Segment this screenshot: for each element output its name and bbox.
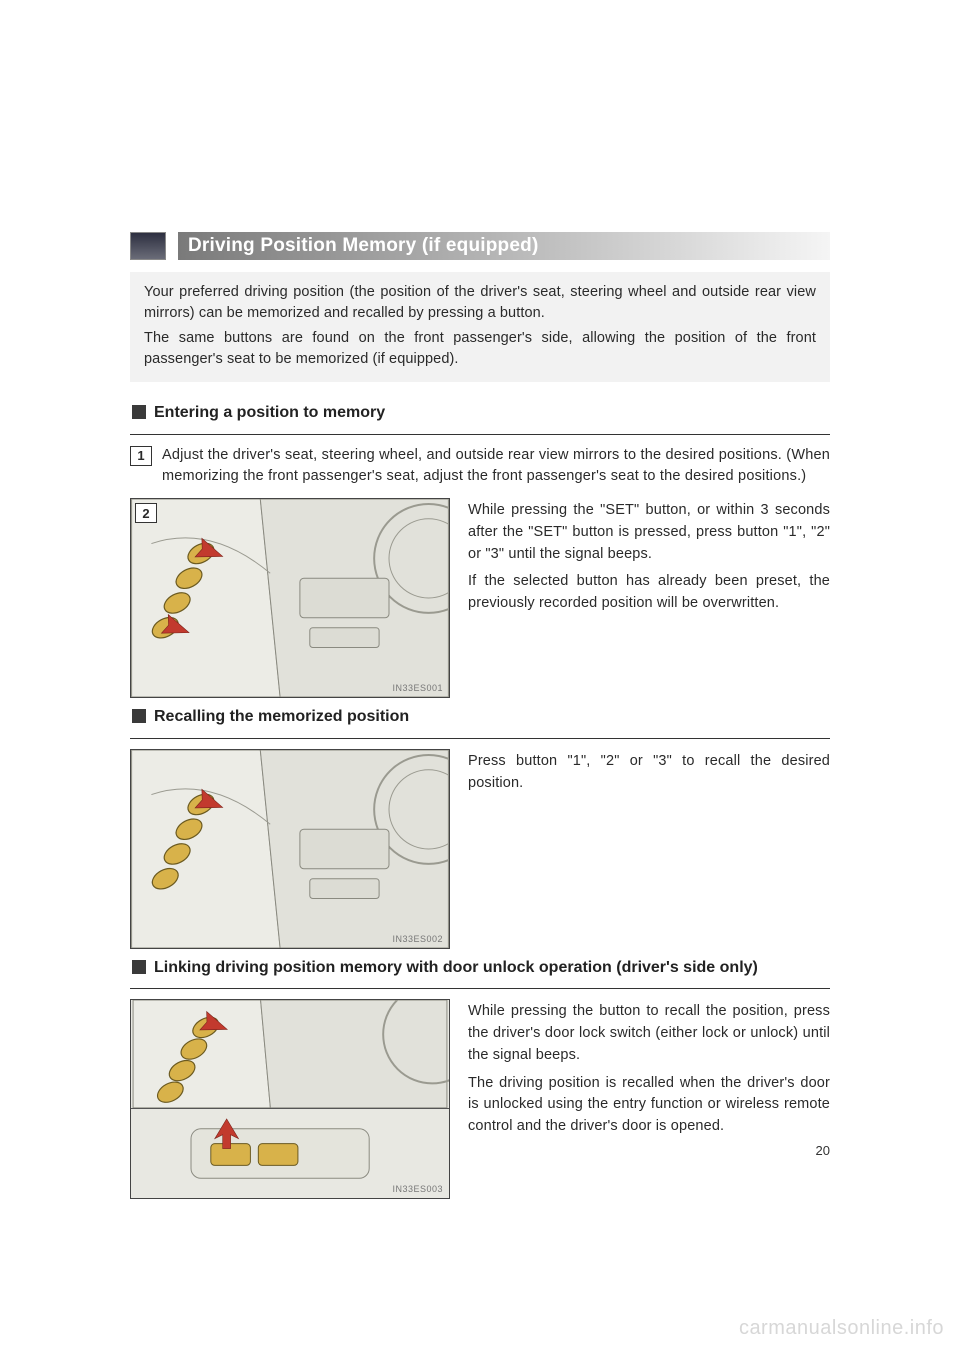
- intro-box: Your preferred driving position (the pos…: [130, 272, 830, 382]
- section2-side-p1: Press button "1", "2" or "3" to recall t…: [468, 751, 830, 795]
- subheading-linking-text: Linking driving position memory with doo…: [154, 957, 828, 979]
- section3-side-p1: While pressing the button to recall the …: [468, 1001, 830, 1066]
- subhead-marker-icon: [132, 960, 146, 974]
- section1-side-p1: While pressing the "SET" button, or with…: [468, 500, 830, 565]
- section-banner: Driving Position Memory (if equipped): [130, 230, 830, 262]
- divider: [130, 738, 830, 739]
- subheading-linking: Linking driving position memory with doo…: [130, 957, 830, 979]
- figure-2: IN33ES002: [130, 749, 450, 949]
- banner-icon: [130, 232, 166, 260]
- banner-title: Driving Position Memory (if equipped): [188, 235, 538, 257]
- section2-side-text: Press button "1", "2" or "3" to recall t…: [468, 749, 830, 949]
- figure-3-wrap: IN33ES003: [130, 999, 450, 1199]
- section2-row: IN33ES002 Press button "1", "2" or "3" t…: [130, 749, 830, 949]
- subheading-entering: Entering a position to memory: [130, 402, 830, 424]
- figure-2-illustration: [131, 750, 449, 948]
- subhead-marker-icon: [132, 709, 146, 723]
- section1-side-text: While pressing the "SET" button, or with…: [468, 498, 830, 698]
- section3-side-p2: The driving position is recalled when th…: [468, 1073, 830, 1138]
- step-1-number: 1: [130, 446, 152, 466]
- divider: [130, 434, 830, 435]
- banner-bar: Driving Position Memory (if equipped): [178, 232, 830, 260]
- subheading-recalling: Recalling the memorized position: [130, 706, 830, 728]
- step-1: 1 Adjust the driver's seat, steering whe…: [130, 445, 830, 489]
- section3-side-text: While pressing the button to recall the …: [468, 999, 830, 1199]
- section1-row: 2 IN33ES001 While pressing the "SET" but…: [130, 498, 830, 698]
- section1-side-p2: If the selected button has already been …: [468, 571, 830, 615]
- figure-1-badge: 2: [135, 503, 157, 523]
- page-number: 20: [816, 1143, 830, 1158]
- figure-1-illustration: [131, 499, 449, 697]
- figure-3-code: IN33ES003: [392, 1184, 443, 1194]
- watermark: carmanualsonline.info: [739, 1317, 944, 1340]
- figure-3: IN33ES003: [130, 999, 450, 1199]
- figure-1: 2 IN33ES001: [130, 498, 450, 698]
- figure-2-code: IN33ES002: [392, 934, 443, 944]
- figure-3-top-illustration: [131, 1000, 449, 1108]
- subheading-recalling-text: Recalling the memorized position: [154, 706, 828, 728]
- figure-1-wrap: 2 IN33ES001: [130, 498, 450, 698]
- subhead-marker-icon: [132, 405, 146, 419]
- figure-1-code: IN33ES001: [392, 683, 443, 693]
- intro-paragraph-1: Your preferred driving position (the pos…: [144, 282, 816, 324]
- step-1-text: Adjust the driver's seat, steering wheel…: [162, 445, 830, 489]
- divider: [130, 988, 830, 989]
- intro-paragraph-2: The same buttons are found on the front …: [144, 328, 816, 370]
- section3-row: IN33ES003 While pressing the button to r…: [130, 999, 830, 1199]
- figure-2-wrap: IN33ES002: [130, 749, 450, 949]
- subheading-entering-text: Entering a position to memory: [154, 402, 828, 424]
